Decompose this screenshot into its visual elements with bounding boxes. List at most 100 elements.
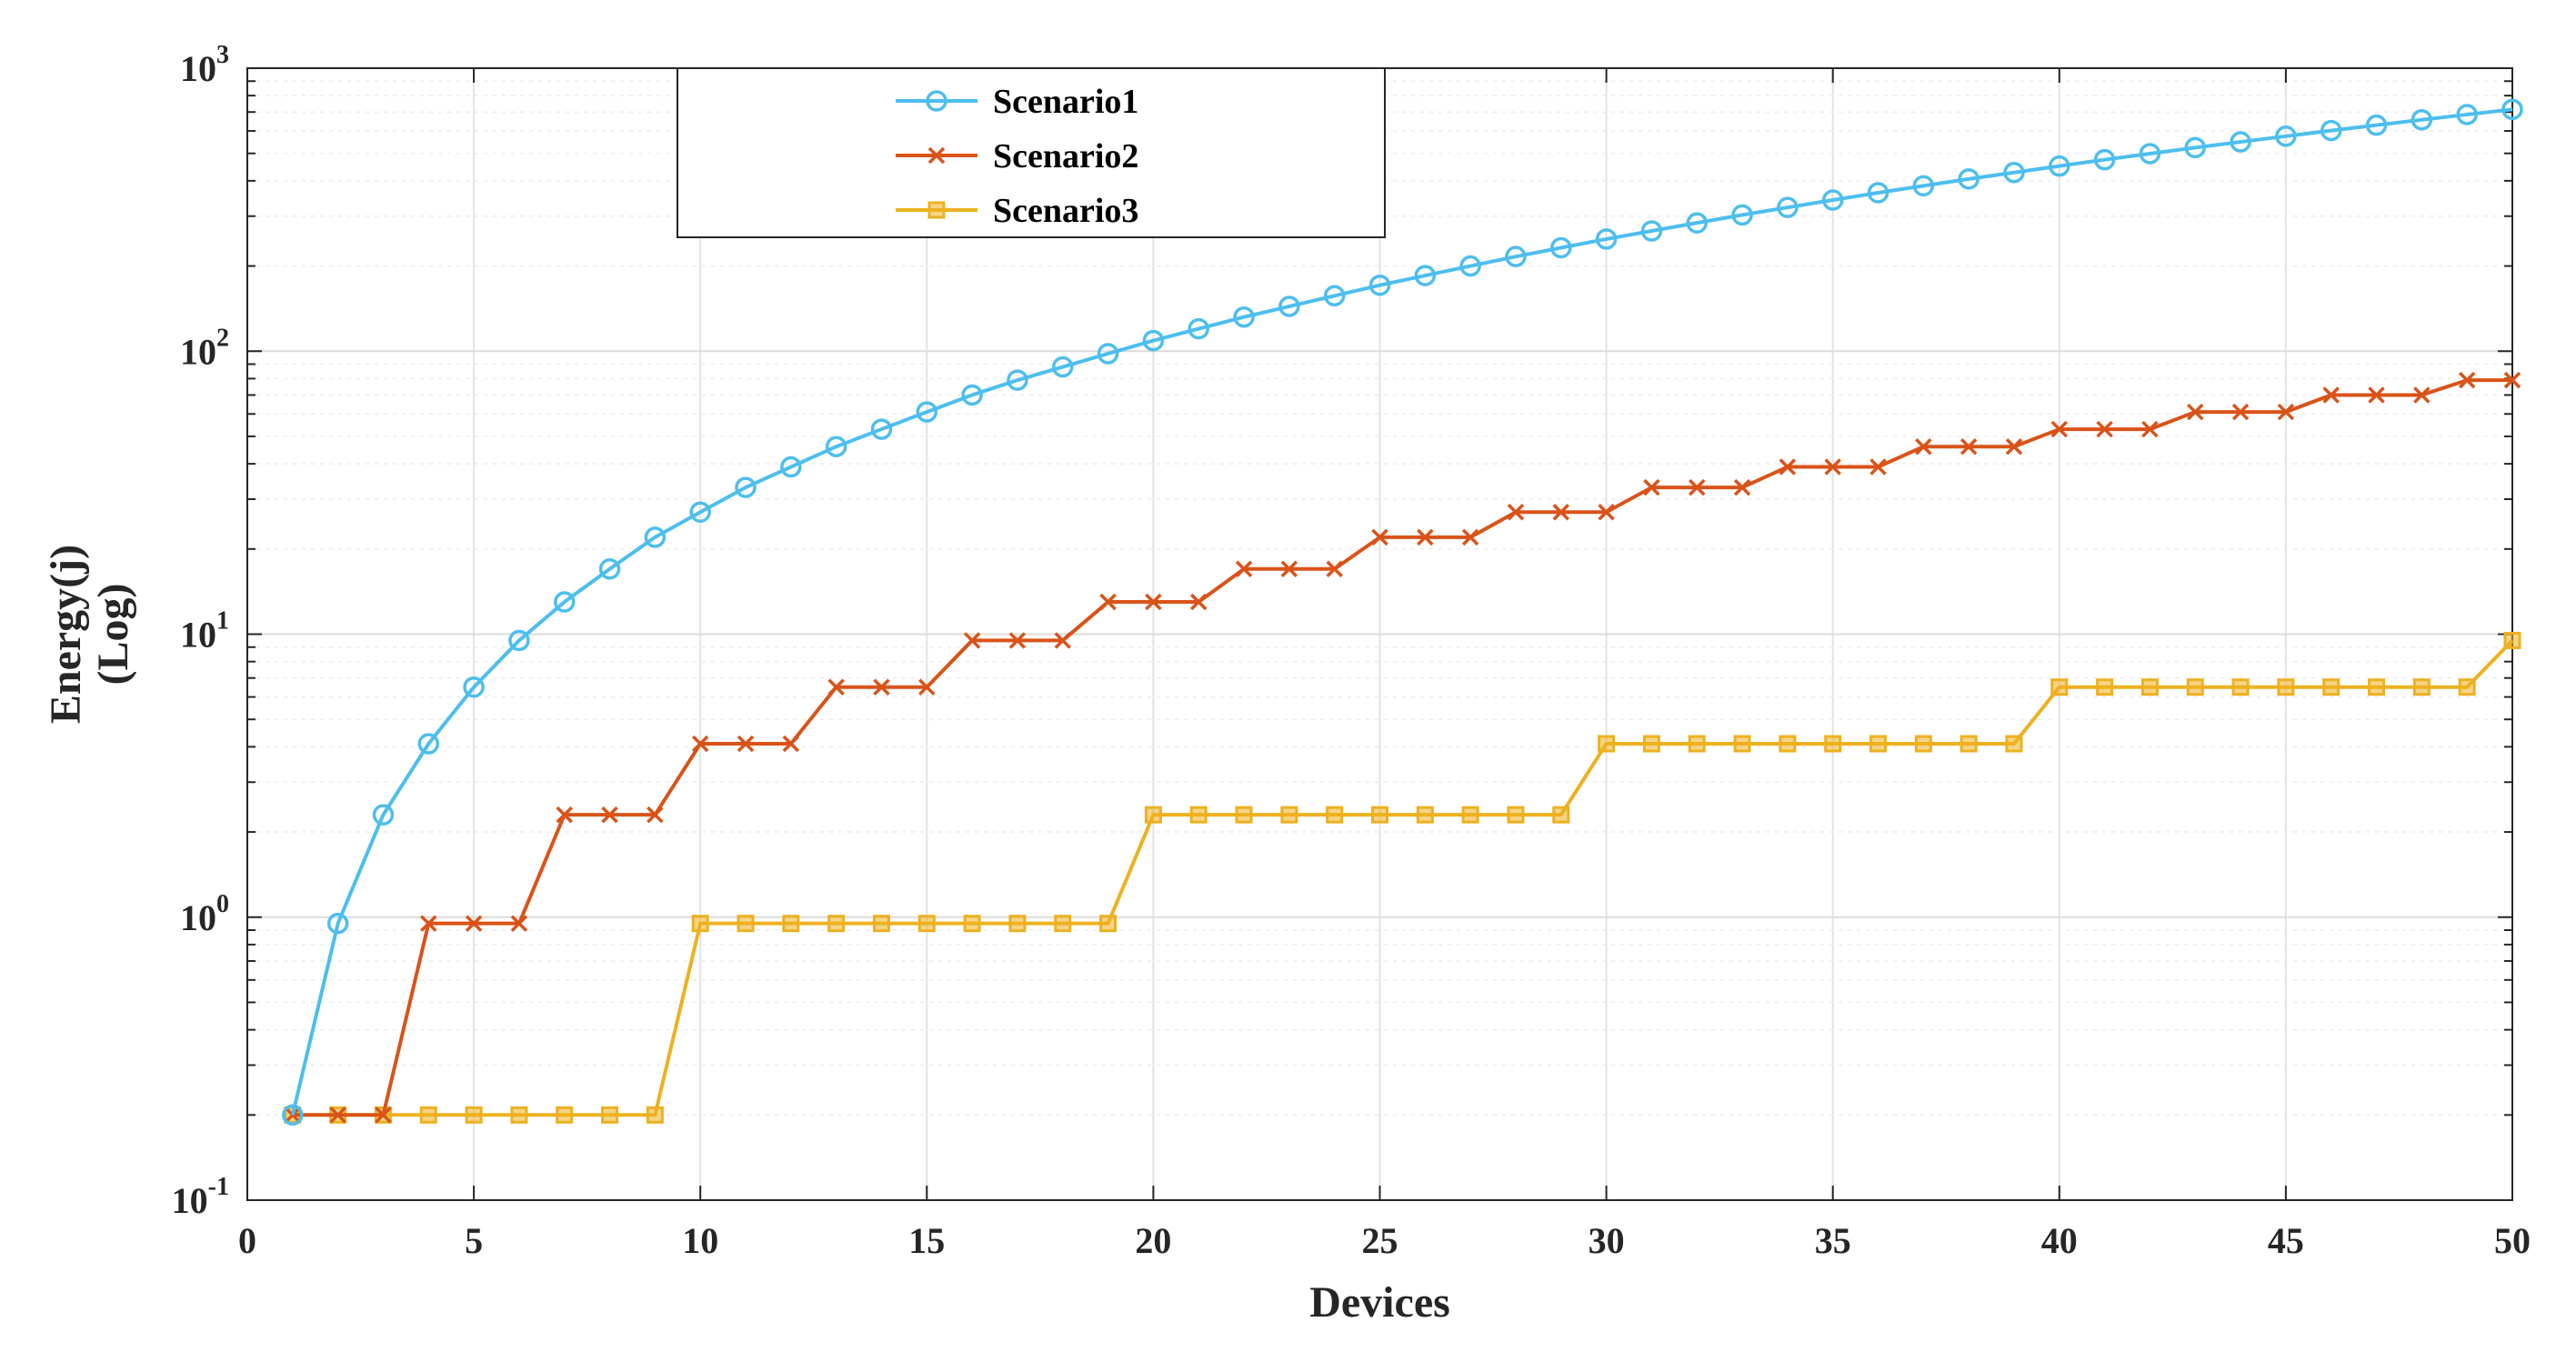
data-point — [2093, 148, 2116, 171]
x-tick-labels: 0 5 10 15 20 25 30 35 40 45 50 — [238, 1220, 2531, 1261]
data-point-stroke — [1099, 593, 1117, 611]
data-point — [556, 1106, 574, 1124]
x-tick-label: 15 — [908, 1220, 945, 1261]
data-point — [825, 436, 847, 457]
data-point — [1233, 305, 1255, 328]
data-point — [2503, 631, 2521, 649]
data-point — [2501, 98, 2523, 121]
series-scenario2 — [284, 371, 2521, 1124]
data-point — [1552, 504, 1570, 521]
data-point — [827, 678, 845, 696]
data-point — [2003, 161, 2025, 184]
grid-lines — [247, 68, 2512, 1200]
data-point — [1960, 437, 1978, 456]
data-point — [2050, 420, 2069, 438]
data-point — [465, 915, 483, 932]
data-point-stroke — [737, 735, 755, 753]
data-point — [870, 418, 893, 440]
data-point — [1915, 437, 1932, 456]
legend: Scenario1 Scenario2 Scenario3 — [677, 67, 1386, 238]
data-point — [963, 632, 981, 649]
data-point-stroke — [1598, 504, 1615, 521]
series-group — [282, 98, 2523, 1127]
data-point — [1598, 504, 1615, 521]
y-tick-label-exponent: 3 — [216, 41, 229, 69]
legend-entries: Scenario1 Scenario2 Scenario3 — [896, 83, 1138, 230]
data-point — [1688, 735, 1706, 753]
data-point-stroke — [2368, 386, 2385, 404]
data-point — [326, 912, 349, 935]
data-point — [691, 735, 709, 753]
data-point — [1824, 735, 1842, 753]
y-tick-label: 101 — [180, 607, 229, 656]
data-point — [284, 1107, 302, 1124]
data-point — [2184, 136, 2207, 159]
series-scenario1 — [282, 98, 2523, 1127]
data-point — [916, 401, 938, 423]
data-point — [510, 1106, 528, 1124]
legend-box — [677, 67, 1386, 238]
data-point — [926, 90, 947, 112]
y-axis-title: Energy(j) (Log) — [42, 545, 137, 724]
data-point — [1189, 806, 1208, 824]
y-tick-label-base: 10 — [180, 897, 216, 938]
data-point — [1145, 593, 1162, 611]
y-tick-label: 100 — [180, 890, 229, 938]
data-point-stroke — [927, 146, 946, 165]
data-point — [2277, 678, 2295, 696]
data-point — [2365, 114, 2388, 136]
data-point — [1416, 806, 1434, 824]
data-point — [827, 915, 846, 933]
data-point — [2458, 678, 2476, 696]
data-point — [1008, 915, 1027, 933]
data-point-stroke — [2503, 371, 2521, 389]
data-point — [2187, 403, 2204, 421]
data-point — [691, 915, 709, 933]
data-point-stroke — [375, 1107, 392, 1124]
data-point — [1958, 168, 1980, 190]
data-point — [1371, 528, 1388, 546]
data-point — [1507, 806, 1525, 824]
axis-ticks — [246, 67, 2513, 1201]
legend-entry-scenario3: Scenario3 — [896, 192, 1138, 230]
data-point-stroke — [1145, 593, 1162, 611]
data-point-stroke — [2141, 420, 2159, 438]
data-point-stroke — [2322, 386, 2340, 404]
data-point — [1867, 182, 1889, 204]
data-point-stroke — [1689, 478, 1706, 496]
data-point-stroke — [2231, 403, 2250, 421]
data-point — [2368, 386, 2385, 404]
data-point-stroke — [691, 735, 709, 753]
data-point — [1142, 329, 1165, 352]
x-tick-label: 10 — [682, 1220, 718, 1261]
data-point-stroke — [2187, 403, 2204, 421]
data-point — [553, 591, 576, 613]
data-point — [1008, 632, 1027, 649]
data-point — [2458, 371, 2476, 389]
data-point — [1821, 189, 1844, 211]
data-point — [1733, 478, 1751, 496]
series-scenario3 — [284, 631, 2521, 1124]
data-point — [282, 1104, 304, 1127]
data-point — [2005, 437, 2023, 456]
data-point — [2186, 678, 2204, 696]
data-point-stroke — [420, 915, 437, 932]
data-point-stroke — [2413, 386, 2431, 404]
data-point — [1598, 735, 1616, 753]
data-point — [1731, 204, 1753, 226]
data-point — [556, 806, 573, 824]
data-point — [375, 1107, 392, 1124]
data-point — [372, 804, 395, 826]
data-point-stroke — [2050, 420, 2069, 438]
data-point-stroke — [1417, 528, 1434, 546]
data-point — [927, 201, 946, 219]
data-point — [1054, 632, 1071, 649]
data-point — [508, 629, 530, 652]
data-point — [2411, 109, 2433, 131]
data-point — [1643, 478, 1660, 496]
data-point — [1188, 317, 1209, 340]
data-point — [1280, 806, 1298, 824]
data-point — [463, 676, 485, 698]
data-point — [2096, 678, 2114, 696]
